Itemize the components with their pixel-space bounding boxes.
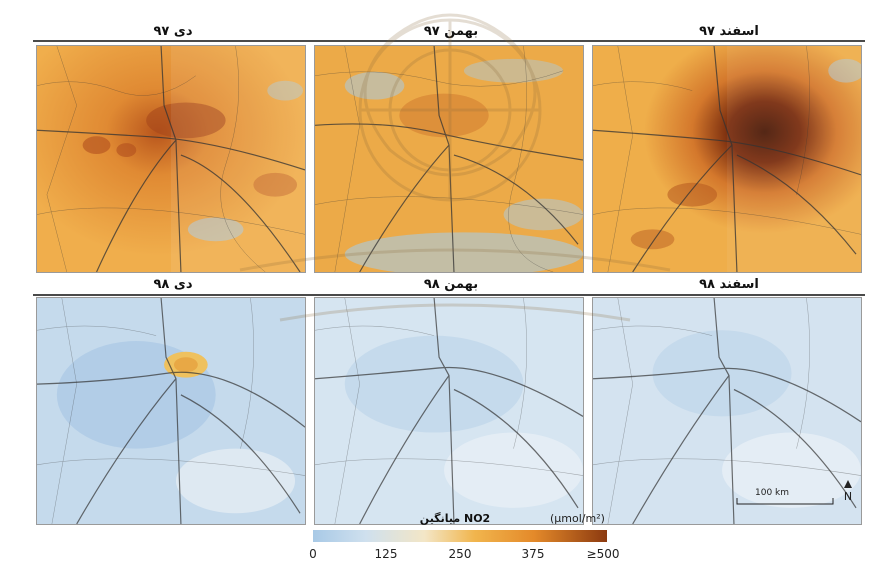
panel-title-dey-97: دی ۹۷: [38, 24, 308, 40]
no2-map-bahman-98: [315, 298, 583, 524]
map-panel-bahman-98: [314, 297, 584, 525]
legend-color-bar: [313, 530, 607, 542]
panel-title-bahman-98: بهمن ۹۸: [316, 277, 586, 293]
scale-bar: [735, 490, 855, 510]
panel-title-dey-98: دی ۹۸: [38, 277, 308, 293]
legend-unit: (μmol/m²): [550, 512, 605, 525]
legend-tick-500: ≥500: [587, 547, 620, 561]
panel-title-esfand-97: اسفند ۹۷: [594, 24, 864, 40]
legend-tick-375: 375: [522, 547, 545, 561]
no2-map-bahman-97: [315, 46, 583, 272]
middle-frame-line: [33, 294, 865, 296]
legend-tick-125: 125: [375, 547, 398, 561]
legend-tick-250: 250: [449, 547, 472, 561]
no2-map-dey-98: [37, 298, 305, 524]
map-panel-esfand-97: [592, 45, 862, 273]
scale-bar-label: 100 km: [755, 488, 789, 498]
legend-tick-0: 0: [309, 547, 317, 561]
svg-text:N: N: [844, 490, 852, 503]
top-frame-line: [33, 40, 865, 42]
no2-map-esfand-97: [593, 46, 861, 272]
map-panel-dey-97: [36, 45, 306, 273]
panel-title-esfand-98: اسفند ۹۸: [594, 277, 864, 293]
panel-title-bahman-97: بهمن ۹۷: [316, 24, 586, 40]
north-arrow-icon: N: [838, 478, 858, 504]
map-panel-bahman-97: [314, 45, 584, 273]
map-panel-dey-98: [36, 297, 306, 525]
no2-map-dey-97: [37, 46, 305, 272]
legend-title: NO2 میانگین: [405, 512, 505, 525]
